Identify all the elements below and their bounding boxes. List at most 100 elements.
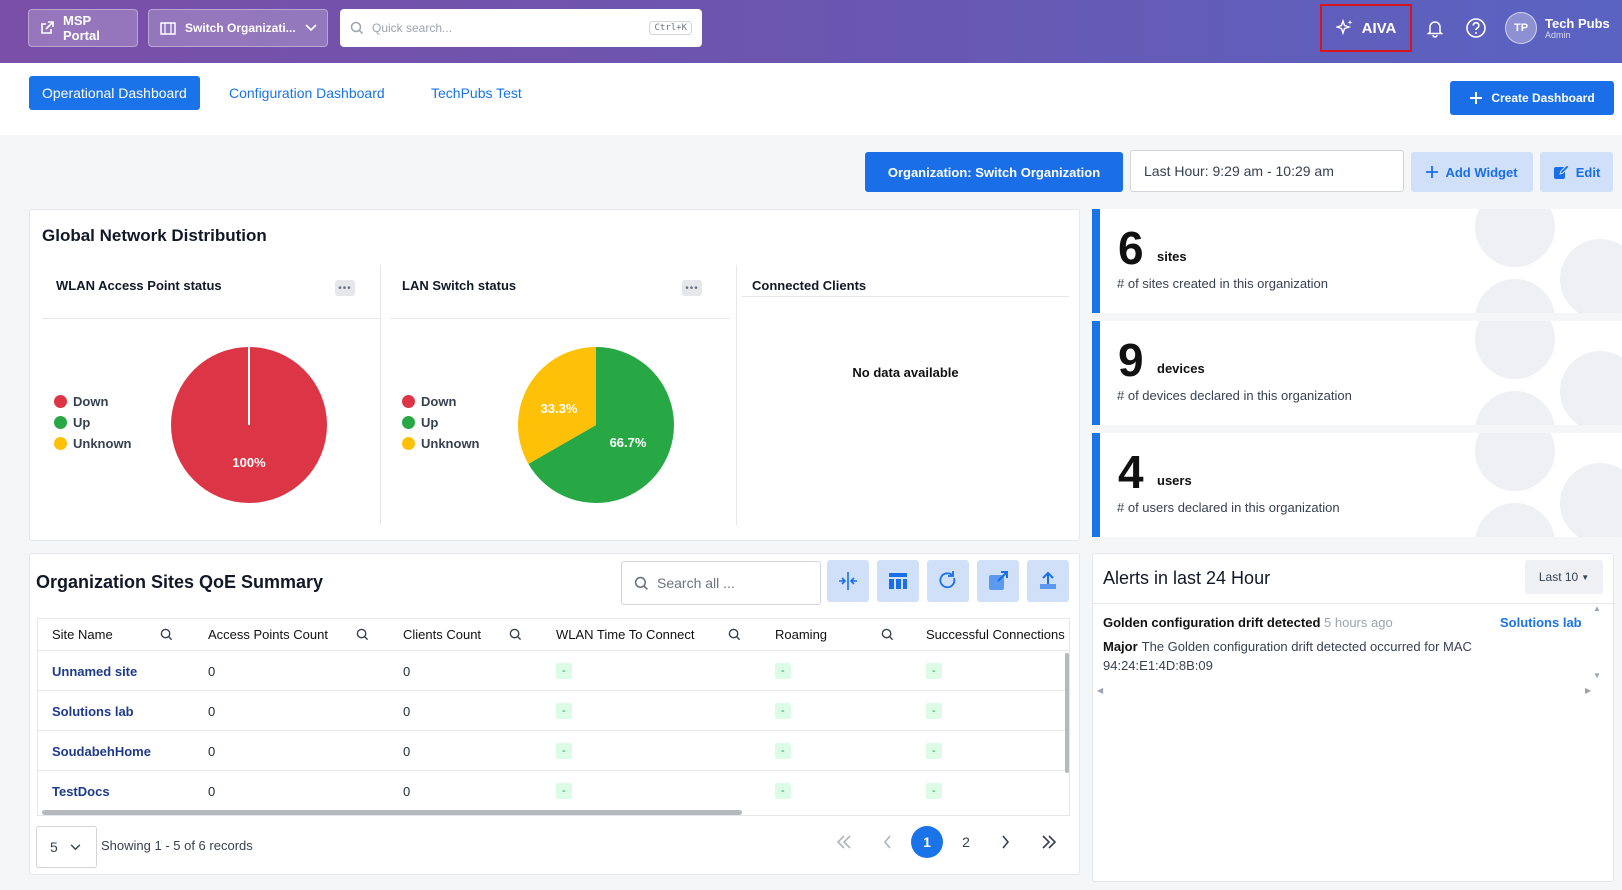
- switch-organization-dropdown[interactable]: Switch Organizati...: [148, 9, 328, 47]
- alert-severity: Major: [1103, 639, 1138, 654]
- refresh-icon: [939, 571, 956, 589]
- search-icon[interactable]: [160, 628, 173, 641]
- legend-up-dot: [54, 416, 67, 429]
- decoration: [1475, 503, 1555, 537]
- roaming-cell: -: [775, 743, 791, 759]
- legend-unknown-dot: [54, 437, 67, 450]
- divider: [390, 318, 730, 319]
- lan-status-title: LAN Switch status: [402, 278, 517, 293]
- search-icon[interactable]: [881, 628, 894, 641]
- msp-portal-button[interactable]: MSP Portal: [28, 9, 138, 47]
- search-icon[interactable]: [356, 628, 369, 641]
- column-settings-button[interactable]: [877, 560, 919, 602]
- edit-button[interactable]: Edit: [1540, 152, 1613, 192]
- external-link-icon: [989, 571, 1008, 590]
- column-header-site-name[interactable]: Site Name: [52, 627, 113, 642]
- tab-configuration-dashboard[interactable]: Configuration Dashboard: [229, 85, 385, 101]
- notifications-bell-icon[interactable]: [1423, 16, 1447, 40]
- column-header-wlan-ttc[interactable]: WLAN Time To Connect: [556, 627, 695, 642]
- divider: [42, 318, 380, 319]
- legend-down: Down: [421, 394, 457, 409]
- column-header-successful-connections[interactable]: Successful Connections: [926, 627, 1065, 642]
- page-1-button[interactable]: 1: [911, 826, 943, 858]
- refresh-button[interactable]: [927, 560, 969, 602]
- tab-techpubs-test[interactable]: TechPubs Test: [431, 85, 522, 101]
- search-placeholder: Quick search...: [372, 21, 453, 35]
- qoe-title: Organization Sites QoE Summary: [36, 572, 324, 592]
- open-external-button[interactable]: [977, 560, 1019, 602]
- organization-button[interactable]: Organization: Switch Organization: [865, 152, 1123, 192]
- column-header-clients-count[interactable]: Clients Count: [403, 627, 482, 642]
- ap-count-cell: 0: [208, 783, 216, 799]
- table-row[interactable]: Unnamed site 0 0 - - -: [38, 650, 1069, 690]
- devices-unit: devices: [1157, 361, 1205, 376]
- site-name-cell[interactable]: Unnamed site: [52, 663, 138, 679]
- create-dashboard-button[interactable]: Create Dashboard: [1450, 81, 1614, 115]
- aiva-button[interactable]: AIVA: [1320, 4, 1412, 52]
- double-chevron-left-icon: [836, 835, 851, 849]
- site-name-cell[interactable]: SoudabehHome: [52, 743, 151, 759]
- site-name-cell[interactable]: Solutions lab: [52, 703, 134, 719]
- site-name-cell[interactable]: TestDocs: [52, 783, 110, 799]
- qoe-search-input[interactable]: Search all ...: [621, 561, 821, 605]
- legend-down: Down: [73, 394, 109, 409]
- wlan-pie-label: 100%: [232, 455, 266, 470]
- vertical-scrollbar[interactable]: [1065, 653, 1069, 773]
- user-name[interactable]: Tech Pubs: [1545, 16, 1610, 31]
- alert-message: The Golden configuration drift detected …: [1103, 639, 1472, 673]
- success-cell: -: [926, 703, 942, 719]
- table-row[interactable]: TestDocs 0 0 - - -: [38, 770, 1069, 810]
- alerts-card: Alerts in last 24 Hour Last 10 ▼ Golden …: [1092, 553, 1615, 882]
- clients-count-cell: 0: [403, 743, 411, 759]
- legend-up-dot: [402, 416, 415, 429]
- column-header-access-points[interactable]: Access Points Count: [208, 627, 328, 642]
- alert-site-link[interactable]: Solutions lab: [1500, 615, 1582, 630]
- gnd-title: Global Network Distribution: [42, 226, 267, 245]
- devices-count: 9: [1118, 334, 1144, 386]
- divider: [736, 265, 737, 525]
- table-row[interactable]: SoudabehHome 0 0 - - -: [38, 730, 1069, 770]
- first-page-button[interactable]: [828, 826, 860, 858]
- table-row[interactable]: Solutions lab 0 0 - - -: [38, 690, 1069, 730]
- search-icon[interactable]: [509, 628, 522, 641]
- alert-item-header[interactable]: Golden configuration drift detected 5 ho…: [1103, 615, 1393, 630]
- horizontal-scrollbar[interactable]: [42, 810, 742, 815]
- search-shortcut: Ctrl+K: [649, 21, 692, 35]
- decoration: [1560, 239, 1622, 313]
- next-page-button[interactable]: [989, 826, 1021, 858]
- legend-down-dot: [54, 395, 67, 408]
- search-icon[interactable]: [728, 628, 741, 641]
- column-header-roaming[interactable]: Roaming: [775, 627, 828, 642]
- previous-page-button[interactable]: [872, 826, 904, 858]
- page-2-button[interactable]: 2: [962, 834, 970, 850]
- qoe-search-placeholder: Search all ...: [657, 575, 735, 591]
- last-page-button[interactable]: [1033, 826, 1065, 858]
- alert-body: Major The Golden configuration drift dete…: [1103, 637, 1523, 675]
- users-stat-card: 4 users # of users declared in this orga…: [1092, 433, 1622, 537]
- lan-pie-chart: 33.3% 66.7%: [518, 347, 674, 503]
- legend-unknown: Unknown: [73, 436, 132, 451]
- quick-search-input[interactable]: Quick search... Ctrl+K: [340, 9, 702, 47]
- scroll-up-arrow[interactable]: ▲: [1593, 604, 1601, 613]
- time-range-selector[interactable]: Last Hour: 9:29 am - 10:29 am: [1130, 150, 1404, 192]
- lan-pie-slice-unknown: [518, 347, 596, 464]
- scroll-down-arrow[interactable]: ▼: [1593, 671, 1601, 680]
- caret-down-icon: ▼: [1581, 572, 1590, 582]
- collapse-columns-button[interactable]: [827, 560, 869, 602]
- scroll-left-arrow[interactable]: ◀: [1097, 686, 1104, 695]
- help-icon[interactable]: [1464, 16, 1488, 40]
- switch-org-label: Switch Organizati...: [185, 21, 296, 35]
- export-button[interactable]: [1027, 560, 1069, 602]
- user-avatar[interactable]: TP: [1505, 12, 1537, 44]
- lan-more-options-icon[interactable]: •••: [682, 280, 702, 296]
- scroll-right-arrow[interactable]: ▶: [1585, 686, 1592, 695]
- top-bar: MSP Portal Switch Organizati... Quick se…: [0, 0, 1622, 63]
- clients-count-cell: 0: [403, 663, 411, 679]
- add-widget-button[interactable]: Add Widget: [1411, 152, 1533, 192]
- page-size-select[interactable]: 5: [36, 826, 97, 868]
- connected-clients-title: Connected Clients: [752, 278, 867, 293]
- alerts-filter-dropdown[interactable]: Last 10 ▼: [1525, 560, 1603, 594]
- wlan-more-options-icon[interactable]: •••: [335, 280, 355, 296]
- tab-operational-dashboard[interactable]: Operational Dashboard: [29, 76, 200, 110]
- legend-unknown: Unknown: [421, 436, 480, 451]
